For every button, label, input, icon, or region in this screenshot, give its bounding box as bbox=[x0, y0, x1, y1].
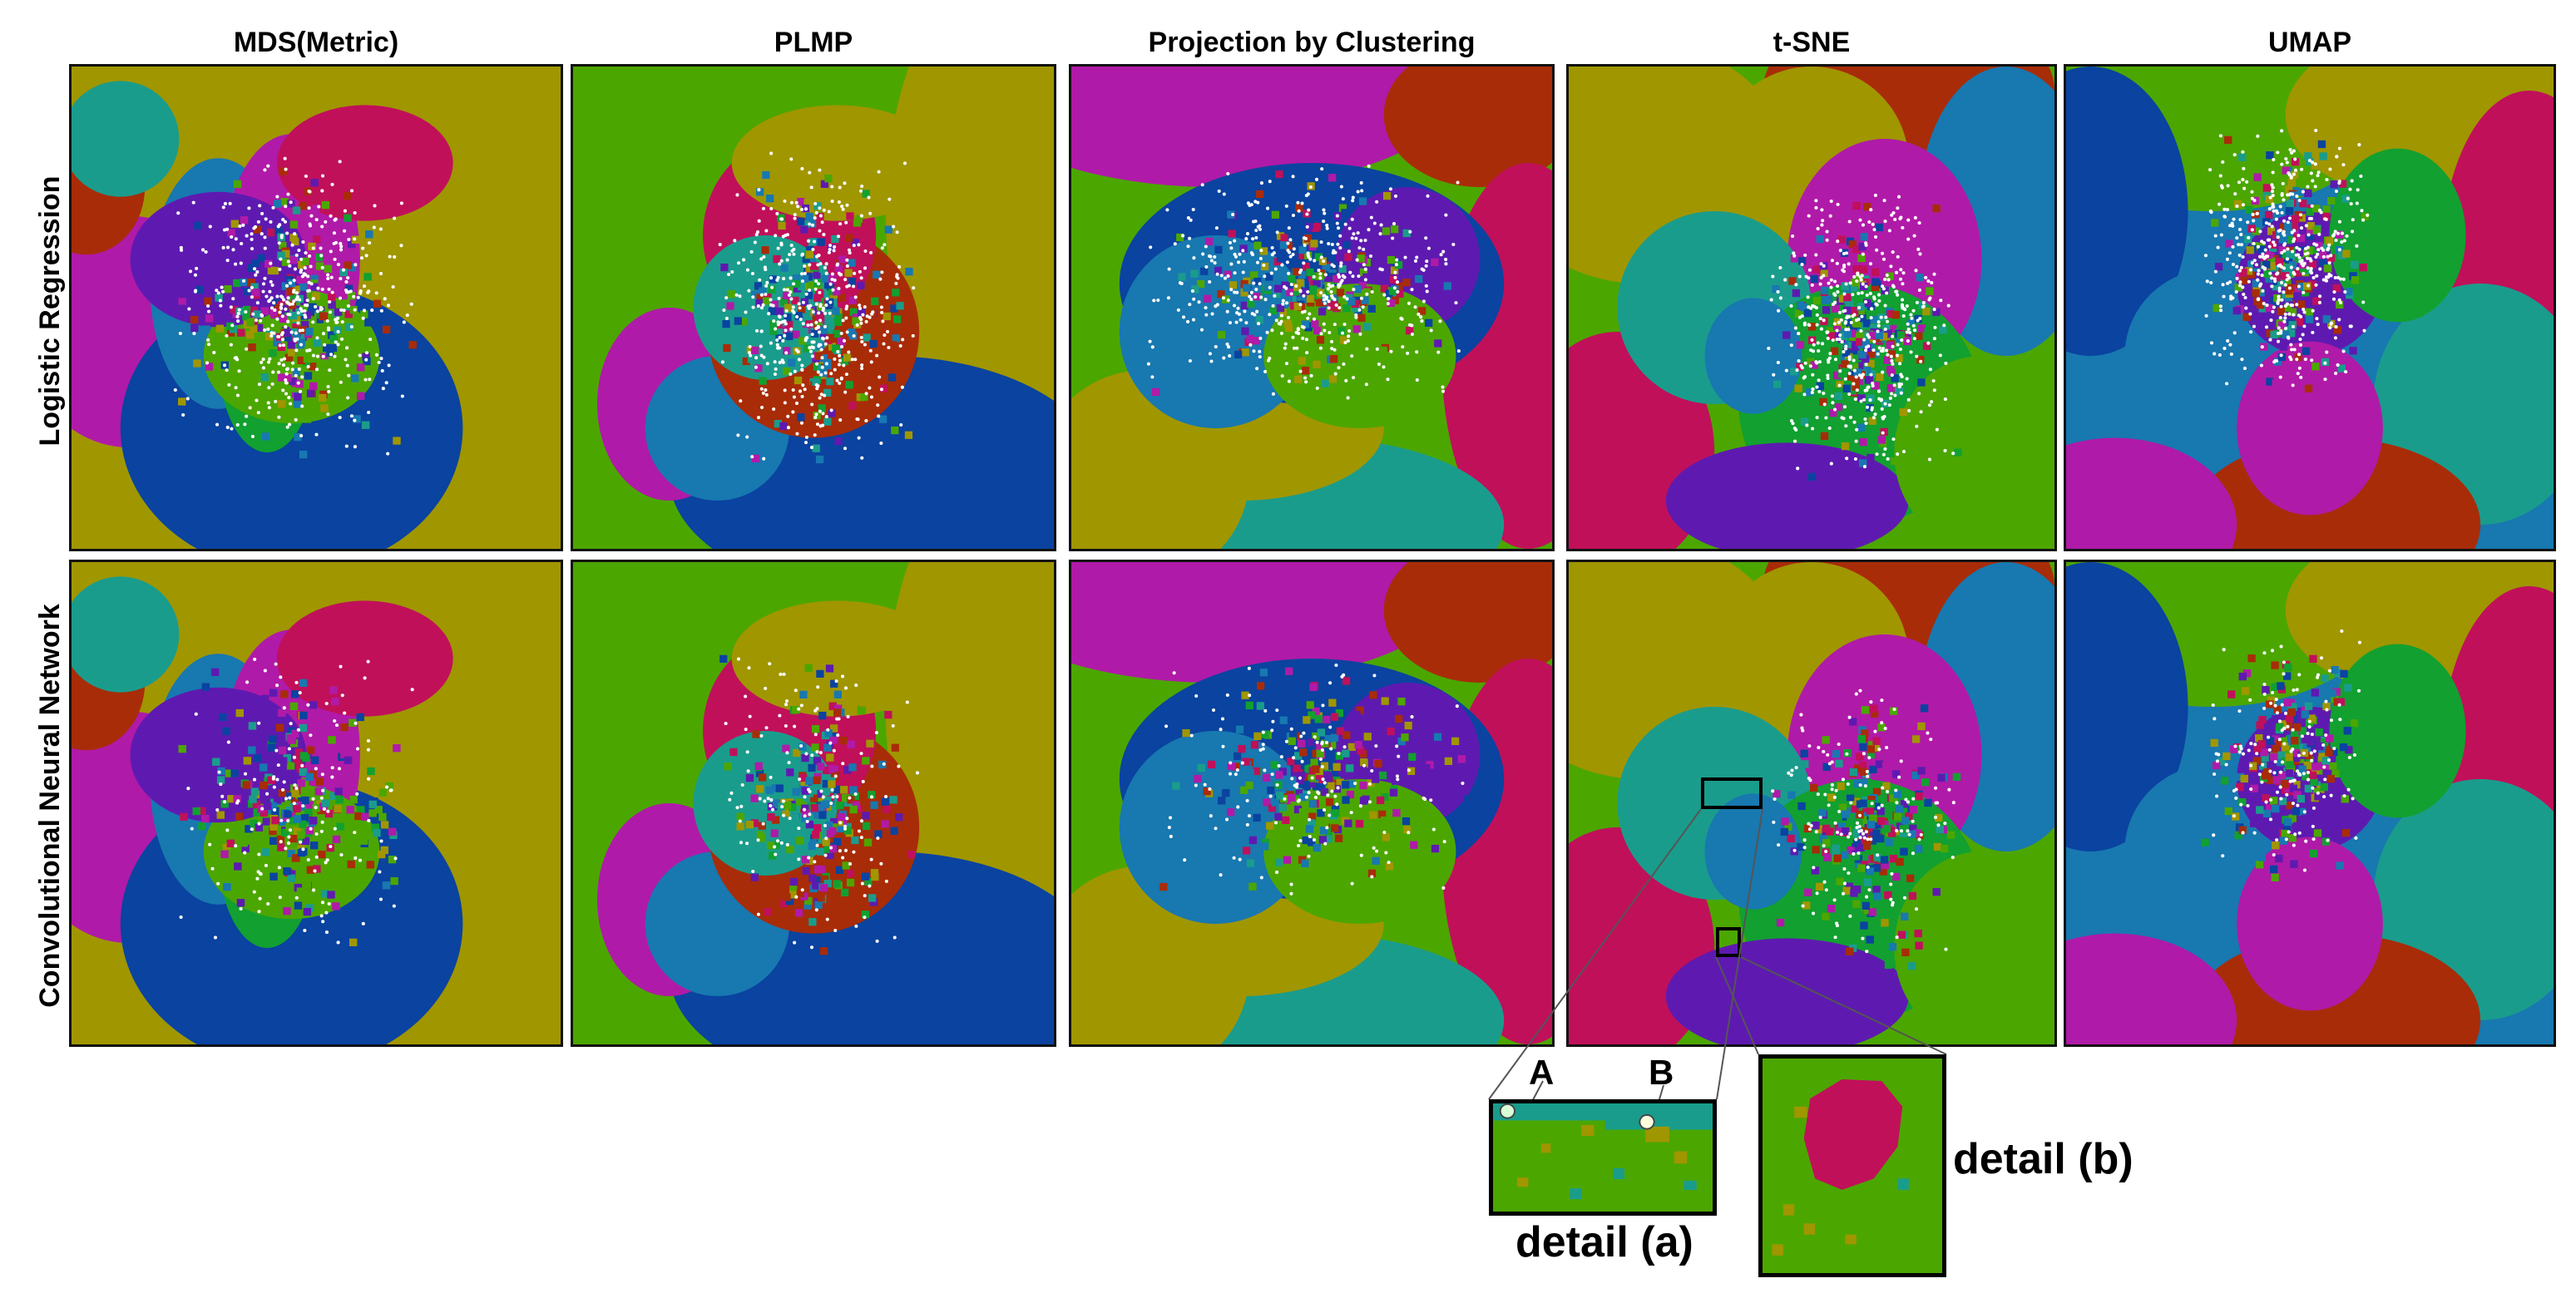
zoom-box-a bbox=[1701, 777, 1763, 809]
panel-cnn-projection-by-clustering bbox=[1069, 560, 1555, 1047]
column-title-projection-by-clustering: Projection by Clustering bbox=[1148, 27, 1476, 58]
panel-lr-mds bbox=[69, 64, 563, 551]
column-title-plmp: PLMP bbox=[774, 27, 853, 58]
panel-lr-tsne bbox=[1566, 64, 2057, 551]
column-title-tsne: t-SNE bbox=[1773, 27, 1851, 58]
detail-a-point-b-label: B bbox=[1649, 1053, 1674, 1092]
detail-a-inset bbox=[1489, 1099, 1717, 1216]
zoom-box-b bbox=[1716, 927, 1741, 957]
panel-lr-projection-by-clustering bbox=[1069, 64, 1555, 551]
panel-cnn-tsne bbox=[1566, 560, 2057, 1047]
panel-cnn-plmp bbox=[571, 560, 1056, 1047]
detail-b-label: detail (b) bbox=[1953, 1135, 2133, 1183]
detail-a-point-a-label: A bbox=[1529, 1053, 1555, 1092]
panel-lr-umap bbox=[2064, 64, 2556, 551]
column-title-mds: MDS(Metric) bbox=[233, 27, 399, 58]
row-title-logistic-regression: Logistic Regression bbox=[34, 175, 66, 447]
row-title-cnn: Convolutional Neural Network bbox=[34, 604, 66, 1008]
detail-b-inset bbox=[1758, 1054, 1946, 1277]
detail-a-point-b bbox=[1639, 1114, 1655, 1130]
column-title-umap: UMAP bbox=[2267, 27, 2352, 58]
panel-lr-plmp bbox=[571, 64, 1056, 551]
detail-a-point-a bbox=[1499, 1103, 1515, 1119]
panel-cnn-umap bbox=[2064, 560, 2556, 1047]
detail-a-label: detail (a) bbox=[1515, 1218, 1693, 1266]
panel-cnn-mds bbox=[69, 560, 563, 1047]
